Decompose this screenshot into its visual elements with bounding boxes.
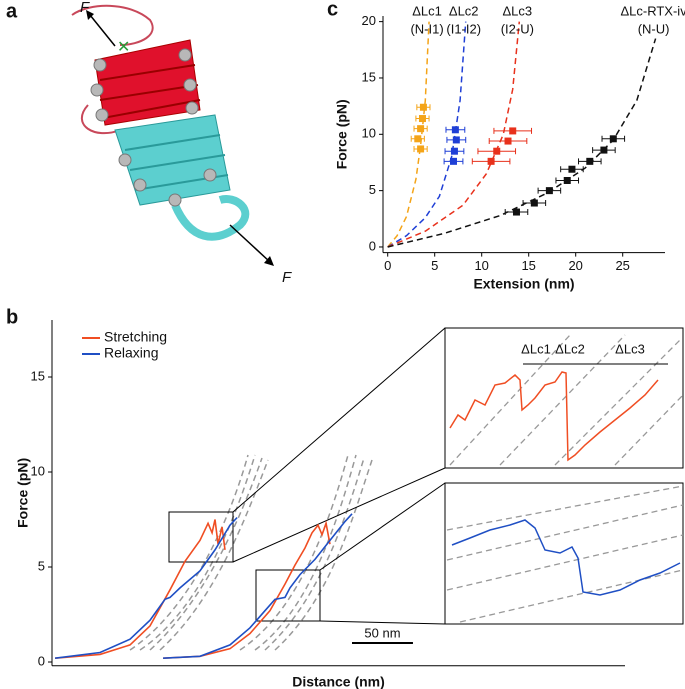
point	[450, 147, 458, 155]
point	[509, 127, 517, 135]
fit-curve	[387, 38, 657, 248]
curve-label: (I1-I2)	[446, 21, 481, 36]
y-tick-label: 20	[362, 13, 376, 28]
fit-lines	[129, 454, 373, 651]
panel-label: b	[6, 306, 18, 328]
fit-curve	[387, 21, 467, 248]
inset-label: ΔLc2	[555, 341, 585, 356]
scale-bar-label: 50 nm	[364, 625, 400, 640]
y-tick-label: 5	[38, 558, 45, 573]
y-axis-title: Force (pN)	[334, 99, 350, 169]
point	[417, 125, 425, 133]
point	[414, 135, 422, 143]
curve-label: ΔLc-RTX-iv	[620, 3, 685, 18]
y-tick-label: 10	[362, 126, 376, 141]
y-axis-title: Force (pN)	[15, 458, 31, 528]
y-tick-label: 0	[369, 238, 376, 253]
x-tick-label: 20	[568, 258, 582, 273]
x-tick-label: 0	[384, 258, 391, 273]
point	[600, 146, 608, 154]
inset-label: ΔLc1	[521, 341, 551, 356]
point	[450, 157, 457, 165]
protein-structure: ✕	[71, 4, 274, 266]
point	[530, 199, 538, 207]
y-tick-label: 15	[362, 69, 376, 84]
curve-label: (N-I1)	[410, 21, 443, 36]
legend-label: Relaxing	[104, 345, 158, 361]
point	[493, 147, 501, 155]
fit-curve	[387, 21, 430, 248]
y-tick-label: 10	[31, 463, 45, 478]
x-axis-title: Extension (nm)	[473, 275, 574, 291]
x-tick-label: 5	[431, 258, 438, 273]
x-tick-label: 10	[474, 258, 488, 273]
panel-label: c	[327, 0, 338, 20]
curve-label: (I2-U)	[501, 21, 534, 36]
trace	[163, 520, 331, 659]
zoom-boxes	[168, 327, 684, 625]
point	[563, 176, 571, 184]
x-tick-label: 15	[521, 258, 535, 273]
inset-traces	[446, 334, 684, 623]
trace	[54, 519, 226, 659]
x-tick-label: 25	[615, 258, 629, 273]
point	[417, 145, 425, 153]
x-axis-title: Distance (nm)	[292, 674, 385, 689]
point	[568, 165, 576, 173]
point	[451, 126, 459, 134]
y-tick-label: 5	[369, 182, 376, 197]
svg-text:✕: ✕	[117, 39, 130, 56]
point	[418, 115, 426, 123]
panel-label: a	[6, 0, 18, 22]
point	[504, 137, 512, 145]
trace	[54, 517, 238, 659]
point	[512, 208, 520, 216]
fit-curve	[387, 21, 521, 248]
curve-label: ΔLc2	[449, 3, 479, 18]
point	[487, 157, 495, 165]
y-tick-label: 0	[38, 653, 45, 668]
point	[586, 157, 594, 165]
point	[545, 187, 553, 195]
point	[419, 103, 427, 111]
inset-label: ΔLc3	[615, 341, 645, 356]
y-tick-label: 15	[31, 368, 45, 383]
trace	[163, 513, 353, 659]
force-label: F	[282, 269, 292, 286]
curve-label: (N-U)	[638, 21, 670, 36]
curve-label: ΔLc1	[412, 3, 442, 18]
curve-label: ΔLc3	[502, 3, 532, 18]
point	[452, 136, 460, 144]
point	[609, 135, 617, 143]
legend-label: Stretching	[104, 329, 167, 345]
force-label: F	[80, 0, 90, 16]
